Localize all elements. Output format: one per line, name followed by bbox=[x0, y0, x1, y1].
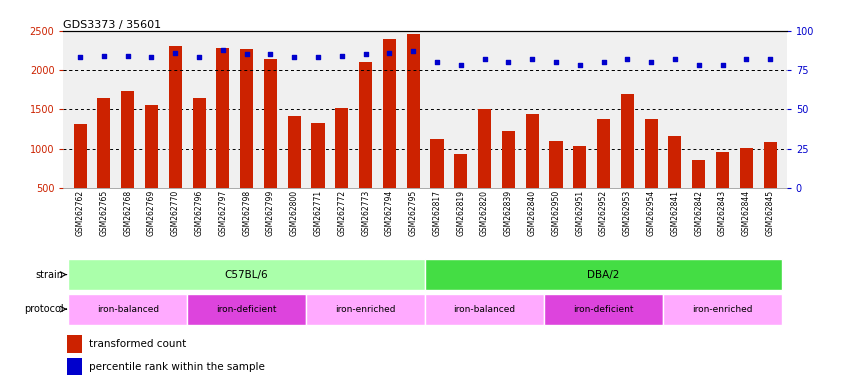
Point bbox=[549, 59, 563, 65]
Point bbox=[763, 56, 777, 62]
Bar bbox=[288, 116, 301, 188]
Point bbox=[716, 62, 729, 68]
Bar bbox=[359, 62, 372, 188]
Point bbox=[168, 50, 182, 56]
Point bbox=[573, 62, 586, 68]
Bar bbox=[478, 109, 492, 188]
Bar bbox=[764, 142, 777, 188]
Bar bbox=[425, 259, 782, 290]
Bar bbox=[69, 259, 425, 290]
Bar bbox=[168, 46, 182, 188]
Bar bbox=[621, 94, 634, 188]
Point bbox=[621, 56, 634, 62]
Point bbox=[74, 55, 87, 61]
Text: DBA/2: DBA/2 bbox=[587, 270, 620, 280]
Point bbox=[596, 59, 610, 65]
Point bbox=[335, 53, 349, 59]
Bar bbox=[187, 293, 306, 324]
Bar bbox=[663, 293, 782, 324]
Point bbox=[264, 51, 277, 58]
Bar bbox=[67, 358, 81, 375]
Text: C57BL/6: C57BL/6 bbox=[225, 270, 268, 280]
Text: iron-balanced: iron-balanced bbox=[96, 305, 159, 314]
Point bbox=[192, 55, 206, 61]
Text: transformed count: transformed count bbox=[89, 339, 186, 349]
Point bbox=[525, 56, 539, 62]
Bar bbox=[502, 131, 515, 188]
Text: iron-deficient: iron-deficient bbox=[574, 305, 634, 314]
Bar bbox=[645, 119, 657, 188]
Bar bbox=[240, 49, 253, 188]
Point bbox=[668, 56, 682, 62]
Point bbox=[97, 53, 111, 59]
Bar bbox=[383, 40, 396, 188]
Bar bbox=[217, 48, 229, 188]
Bar bbox=[454, 154, 467, 188]
Point bbox=[288, 55, 301, 61]
Text: strain: strain bbox=[36, 270, 63, 280]
Point bbox=[431, 59, 444, 65]
Bar bbox=[407, 34, 420, 188]
Point bbox=[645, 59, 658, 65]
Bar bbox=[425, 293, 544, 324]
Bar bbox=[311, 123, 325, 188]
Point bbox=[502, 59, 515, 65]
Bar bbox=[739, 148, 753, 188]
Point bbox=[692, 62, 706, 68]
Point bbox=[216, 46, 229, 53]
Bar bbox=[335, 108, 349, 188]
Bar bbox=[431, 139, 443, 188]
Bar bbox=[544, 293, 663, 324]
Point bbox=[478, 56, 492, 62]
Point bbox=[121, 53, 135, 59]
Bar bbox=[264, 59, 277, 188]
Text: iron-deficient: iron-deficient bbox=[217, 305, 277, 314]
Text: GDS3373 / 35601: GDS3373 / 35601 bbox=[63, 20, 162, 30]
Point bbox=[359, 51, 372, 58]
Bar bbox=[121, 91, 135, 188]
Point bbox=[739, 56, 753, 62]
Bar bbox=[574, 146, 586, 188]
Bar bbox=[193, 98, 206, 188]
Point bbox=[382, 50, 396, 56]
Bar bbox=[692, 160, 706, 188]
Point bbox=[145, 55, 158, 61]
Bar bbox=[668, 136, 682, 188]
Point bbox=[454, 62, 468, 68]
Bar bbox=[549, 141, 563, 188]
Text: iron-enriched: iron-enriched bbox=[335, 305, 396, 314]
Bar bbox=[306, 293, 425, 324]
Bar bbox=[525, 114, 539, 188]
Point bbox=[406, 48, 420, 54]
Point bbox=[240, 51, 254, 58]
Text: iron-balanced: iron-balanced bbox=[453, 305, 516, 314]
Bar bbox=[716, 152, 729, 188]
Bar bbox=[69, 293, 187, 324]
Bar bbox=[74, 124, 86, 188]
Text: protocol: protocol bbox=[24, 304, 63, 314]
Text: percentile rank within the sample: percentile rank within the sample bbox=[89, 362, 265, 372]
Bar bbox=[67, 335, 81, 353]
Point bbox=[311, 55, 325, 61]
Text: iron-enriched: iron-enriched bbox=[692, 305, 753, 314]
Bar bbox=[597, 119, 610, 188]
Bar bbox=[97, 98, 111, 188]
Bar bbox=[145, 105, 158, 188]
